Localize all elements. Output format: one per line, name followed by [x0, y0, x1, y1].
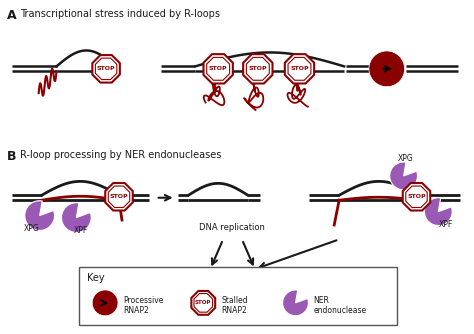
Text: A: A [7, 9, 17, 22]
Polygon shape [108, 186, 130, 207]
Wedge shape [424, 198, 452, 225]
Text: STOP: STOP [290, 66, 309, 71]
Polygon shape [92, 55, 120, 82]
Polygon shape [246, 57, 269, 80]
Polygon shape [207, 57, 229, 80]
Wedge shape [62, 203, 91, 232]
Text: Key: Key [87, 273, 105, 283]
Polygon shape [403, 183, 430, 210]
Text: STOP: STOP [97, 66, 115, 71]
Text: STOP: STOP [407, 194, 426, 199]
Text: STOP: STOP [248, 66, 267, 71]
Text: Stalled
RNAP2: Stalled RNAP2 [221, 296, 248, 315]
Polygon shape [203, 54, 233, 84]
Polygon shape [194, 294, 212, 312]
Text: Transcriptional stress induced by R-loops: Transcriptional stress induced by R-loop… [20, 9, 220, 19]
Wedge shape [283, 290, 309, 316]
Polygon shape [406, 186, 427, 207]
Polygon shape [288, 57, 311, 80]
Text: XPF: XPF [74, 226, 89, 235]
Polygon shape [285, 54, 314, 84]
Text: XPF: XPF [439, 220, 453, 229]
Text: Processive
RNAP2: Processive RNAP2 [123, 296, 164, 315]
Polygon shape [191, 291, 215, 315]
Text: B: B [7, 150, 17, 163]
Circle shape [369, 51, 405, 87]
Polygon shape [105, 183, 133, 210]
Wedge shape [390, 162, 418, 190]
Text: DNA replication: DNA replication [199, 222, 265, 231]
Polygon shape [243, 54, 273, 84]
Text: STOP: STOP [209, 66, 228, 71]
Text: STOP: STOP [195, 300, 211, 305]
Polygon shape [95, 58, 117, 79]
Text: XPG: XPG [24, 224, 40, 233]
Text: R-loop processing by NER endonucleases: R-loop processing by NER endonucleases [20, 150, 221, 160]
Text: NER
endonuclease: NER endonuclease [313, 296, 366, 315]
Circle shape [92, 290, 118, 316]
FancyBboxPatch shape [79, 267, 397, 325]
Wedge shape [25, 201, 55, 230]
Text: STOP: STOP [109, 194, 128, 199]
Text: XPG: XPG [398, 154, 413, 163]
